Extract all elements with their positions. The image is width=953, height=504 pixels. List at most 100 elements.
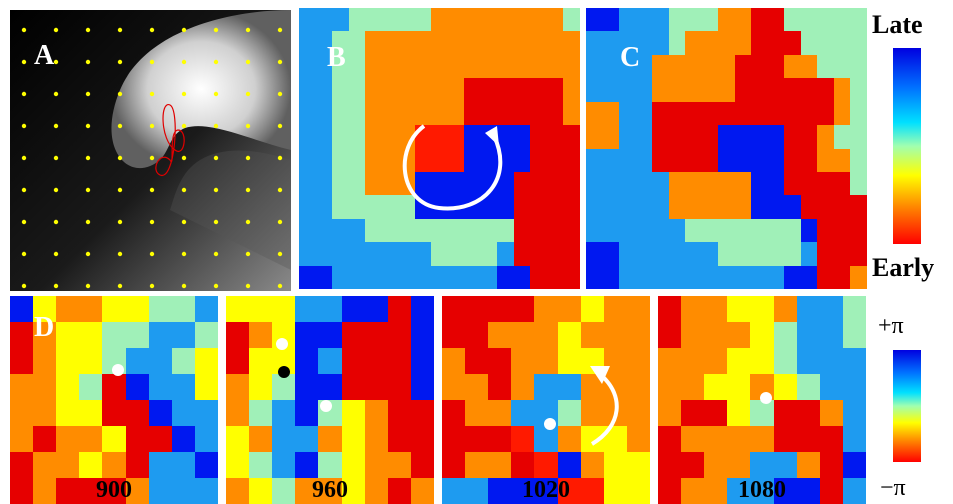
map-cell	[784, 218, 803, 244]
map-cell	[850, 31, 867, 57]
map-cell	[784, 265, 803, 289]
map-cell	[652, 125, 671, 151]
map-cell	[800, 31, 819, 57]
map-cell	[10, 478, 35, 504]
map-cell	[586, 54, 604, 80]
map-cell	[464, 125, 483, 151]
map-cell	[410, 348, 434, 375]
electrode-dot	[277, 27, 283, 33]
map-cell	[332, 8, 351, 33]
map-cell	[125, 400, 151, 427]
map-cell	[619, 54, 638, 80]
map-cell	[332, 218, 351, 244]
map-cell	[194, 478, 218, 504]
map-cell	[784, 31, 803, 57]
map-cell	[364, 478, 390, 504]
map-cell	[497, 125, 516, 151]
map-cell	[530, 8, 549, 33]
map-cell	[557, 322, 583, 349]
map-cell	[480, 171, 499, 197]
map-cell	[125, 452, 151, 479]
map-cell	[619, 218, 638, 244]
map-cell	[819, 348, 845, 375]
map-cell	[381, 101, 400, 127]
electrode-dot	[53, 187, 59, 193]
map-cell	[750, 400, 776, 427]
map-cell	[557, 296, 583, 323]
activation-map-c	[586, 8, 867, 289]
map-cell	[315, 8, 334, 33]
map-cell	[480, 54, 499, 80]
map-cell	[751, 171, 770, 197]
map-cell	[398, 8, 417, 33]
map-cell	[635, 125, 654, 151]
map-cell	[842, 452, 866, 479]
map-cell	[800, 78, 819, 104]
map-cell	[580, 452, 606, 479]
map-cell	[464, 8, 483, 33]
map-cell	[79, 452, 105, 479]
map-cell	[171, 452, 197, 479]
map-cell	[652, 31, 671, 57]
panel-label-c: C	[620, 42, 641, 73]
map-cell	[464, 171, 483, 197]
map-cell	[602, 148, 621, 174]
electrode-dot	[149, 283, 155, 289]
map-cell	[602, 218, 621, 244]
map-cell	[546, 242, 565, 268]
electrode-dot	[21, 155, 27, 161]
map-cell	[530, 195, 549, 221]
map-cell	[488, 426, 514, 453]
map-cell	[586, 31, 604, 57]
map-cell	[497, 31, 516, 57]
map-cell	[817, 54, 836, 80]
electrode-dot	[21, 123, 27, 129]
map-cell	[387, 426, 413, 453]
frame-label-960: 960	[312, 477, 348, 503]
panel-b: B	[299, 8, 580, 289]
map-cell	[56, 296, 82, 323]
map-cell	[701, 218, 720, 244]
map-cell	[819, 426, 845, 453]
map-cell	[341, 426, 367, 453]
map-cell	[718, 265, 737, 289]
map-cell	[398, 265, 417, 289]
map-cell	[546, 171, 565, 197]
map-cell	[546, 8, 565, 33]
map-cell	[727, 296, 753, 323]
map-cell	[332, 101, 351, 127]
map-cell	[365, 8, 384, 33]
map-cell	[750, 348, 776, 375]
map-cell	[348, 242, 367, 268]
map-cell	[414, 218, 433, 244]
map-cell	[652, 8, 671, 33]
map-cell	[480, 195, 499, 221]
map-cell	[299, 195, 317, 221]
map-cell	[513, 78, 532, 104]
phase-singularity-900	[112, 364, 124, 376]
map-cell	[800, 242, 819, 268]
map-cell	[685, 54, 704, 80]
electrode-dot	[21, 251, 27, 257]
map-cell	[431, 265, 450, 289]
electrode-dot	[149, 251, 155, 257]
map-cell	[511, 348, 537, 375]
map-cell	[364, 452, 390, 479]
activation-map-b	[299, 8, 580, 289]
map-cell	[652, 218, 671, 244]
map-cell	[226, 296, 251, 323]
map-cell	[299, 218, 317, 244]
map-cell	[652, 265, 671, 289]
map-cell	[586, 125, 604, 151]
map-cell	[563, 265, 580, 289]
frame-label-1020: 1020	[522, 477, 570, 503]
map-cell	[800, 171, 819, 197]
map-cell	[398, 148, 417, 174]
map-cell	[850, 171, 867, 197]
map-cell	[603, 322, 629, 349]
map-cell	[102, 452, 128, 479]
map-cell	[511, 426, 537, 453]
map-cell	[833, 54, 852, 80]
map-cell	[767, 78, 786, 104]
map-cell	[488, 478, 514, 504]
